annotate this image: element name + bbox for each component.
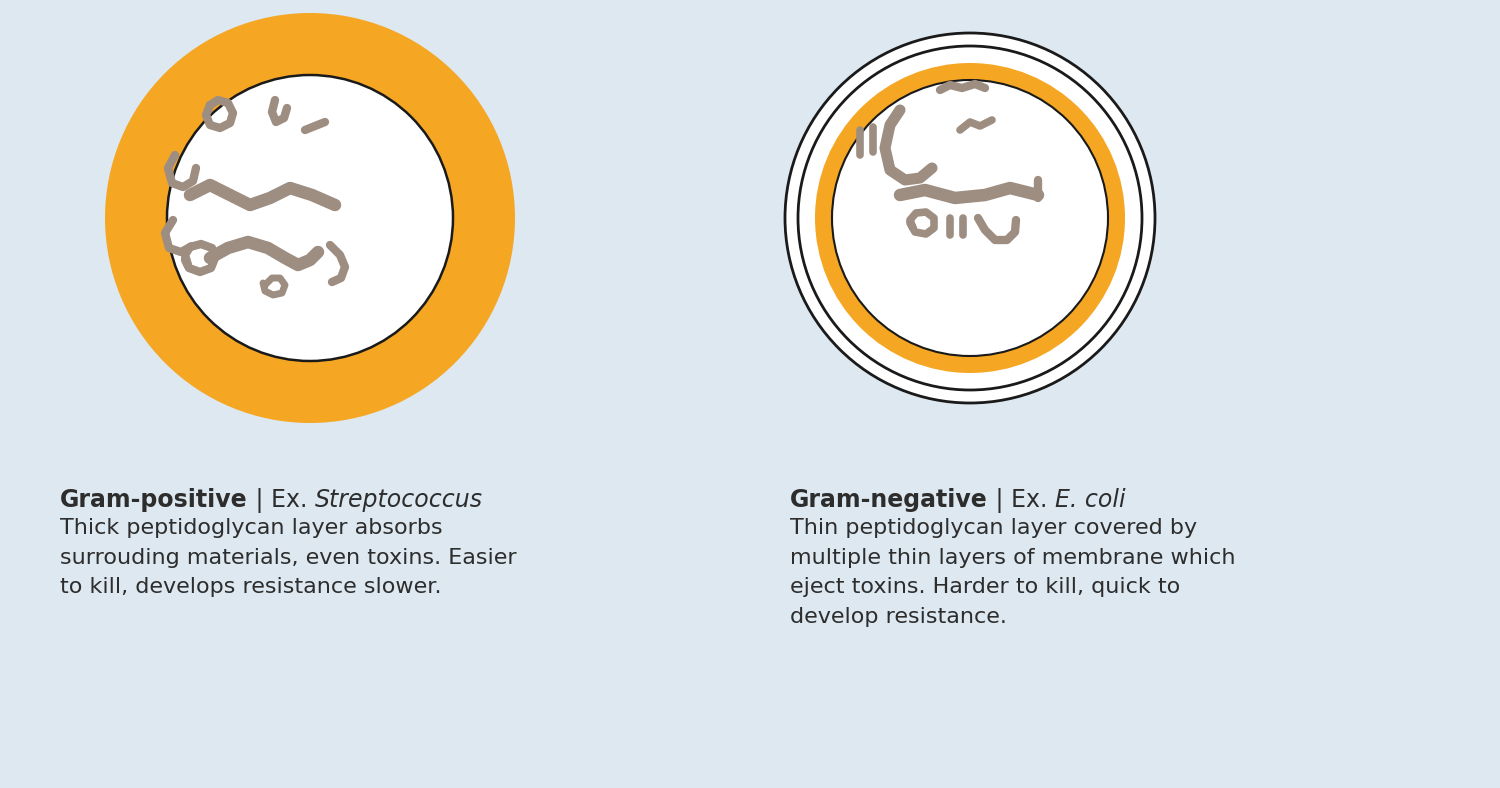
Circle shape bbox=[833, 80, 1108, 356]
Text: Thick peptidoglycan layer absorbs
surrouding materials, even toxins. Easier
to k: Thick peptidoglycan layer absorbs surrou… bbox=[60, 518, 516, 597]
Circle shape bbox=[166, 75, 453, 361]
Text: Gram-negative: Gram-negative bbox=[790, 488, 987, 512]
Circle shape bbox=[798, 46, 1142, 390]
Text: E. coli: E. coli bbox=[1054, 488, 1125, 512]
Circle shape bbox=[105, 13, 515, 423]
Circle shape bbox=[784, 33, 1155, 403]
Text: Streptococcus: Streptococcus bbox=[315, 488, 483, 512]
Text: | Ex.: | Ex. bbox=[987, 488, 1054, 513]
Circle shape bbox=[815, 63, 1125, 373]
Text: Gram-positive: Gram-positive bbox=[60, 488, 248, 512]
Text: Thin peptidoglycan layer covered by
multiple thin layers of membrane which
eject: Thin peptidoglycan layer covered by mult… bbox=[790, 518, 1236, 626]
Text: | Ex.: | Ex. bbox=[248, 488, 315, 513]
